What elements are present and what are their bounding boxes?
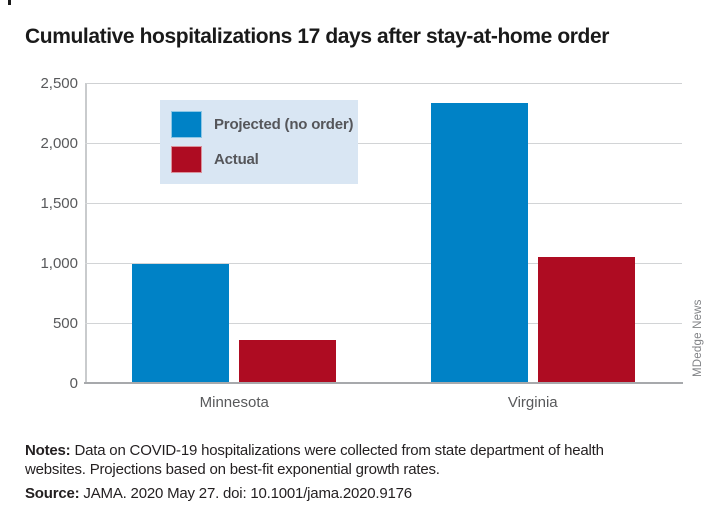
- y-tick-label-1000: 1,000: [40, 255, 78, 272]
- legend-item-projected: Projected (no order): [171, 111, 354, 138]
- notes-label: Notes:: [25, 442, 71, 459]
- bar-virginia-actual: [537, 257, 635, 383]
- credit-vertical-text: MDedge News: [692, 299, 704, 377]
- gridline-1000: [85, 262, 682, 264]
- gridline-1500: [85, 202, 682, 204]
- legend-item-actual: Actual: [171, 146, 348, 173]
- legend-swatch-actual: [171, 146, 202, 173]
- y-tick-label-500: 500: [52, 315, 78, 332]
- gridline-500: [85, 322, 682, 324]
- source-citation: JAMA. 2020 May 27. doi: 10.1001/jama.202…: [83, 485, 412, 502]
- gridline-2000: [85, 142, 682, 144]
- source-text: Source: JAMA. 2020 May 27. doi: 10.1001/…: [25, 485, 705, 502]
- y-tick-label-2500: 2,500: [40, 75, 78, 92]
- bar-minnesota-projected: [132, 264, 230, 383]
- x-category-label-virginia: Virginia: [507, 394, 558, 411]
- chart-legend: Projected (no order) Actual: [160, 100, 358, 184]
- x-category-label-minnesota: Minnesota: [199, 394, 269, 411]
- bar-minnesota-actual: [239, 339, 337, 383]
- y-tick-label-2000: 2,000: [40, 135, 78, 152]
- bar-virginia-projected: [430, 102, 528, 383]
- x-axis-line: [84, 382, 683, 384]
- notes-line2: websites. Projections based on best-fit …: [25, 461, 440, 478]
- y-tick-label-0: 0: [69, 375, 78, 392]
- legend-swatch-projected: [171, 111, 202, 138]
- legend-label-projected: Projected (no order): [214, 116, 354, 133]
- source-label: Source:: [25, 485, 80, 502]
- y-tick-label-1500: 1,500: [40, 195, 78, 212]
- notes-text: Notes: Data on COVID-19 hospitalizations…: [25, 441, 705, 479]
- chart-title: Cumulative hospitalizations 17 days afte…: [25, 25, 609, 48]
- legend-label-actual: Actual: [214, 151, 259, 168]
- notes-line1: Data on COVID-19 hospitalizations were c…: [74, 442, 604, 459]
- corner-mark: [8, 0, 11, 5]
